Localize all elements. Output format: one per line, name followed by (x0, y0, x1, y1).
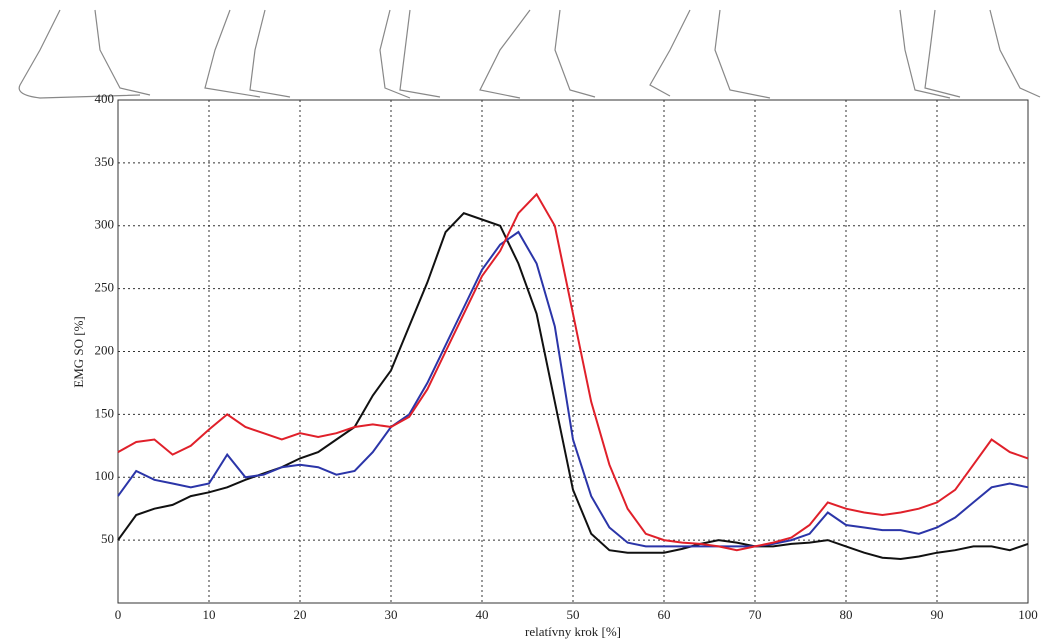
plot-frame (117, 99, 1029, 604)
x-tick-label: 80 (840, 607, 853, 622)
data-line (117, 192, 1029, 552)
x-tick-label: 0 (115, 607, 122, 622)
y-tick-label: 350 (95, 154, 115, 169)
y-axis-label: EMG SO [%] (71, 316, 86, 388)
y-tick-label: 250 (95, 280, 115, 295)
x-tick-label: 20 (294, 607, 307, 622)
x-tick-label: 30 (385, 607, 398, 622)
x-tick-label: 100 (1018, 607, 1038, 622)
y-tick-label: 200 (95, 342, 115, 357)
y-tick-label: 50 (101, 531, 114, 546)
x-tick-label: 10 (203, 607, 216, 622)
y-tick-label: 300 (95, 217, 115, 232)
x-axis-label: relatívny krok [%] (525, 624, 621, 639)
x-tick-label: 50 (567, 607, 580, 622)
x-tick-label: 40 (476, 607, 489, 622)
y-tick-label: 400 (95, 91, 115, 106)
data-line (117, 230, 1029, 548)
x-tick-label: 60 (658, 607, 671, 622)
x-tick-label: 90 (931, 607, 944, 622)
y-tick-label: 100 (95, 468, 115, 483)
x-tick-label: 70 (749, 607, 762, 622)
y-tick-label: 150 (95, 405, 115, 420)
walking-figures (18, 9, 1041, 99)
